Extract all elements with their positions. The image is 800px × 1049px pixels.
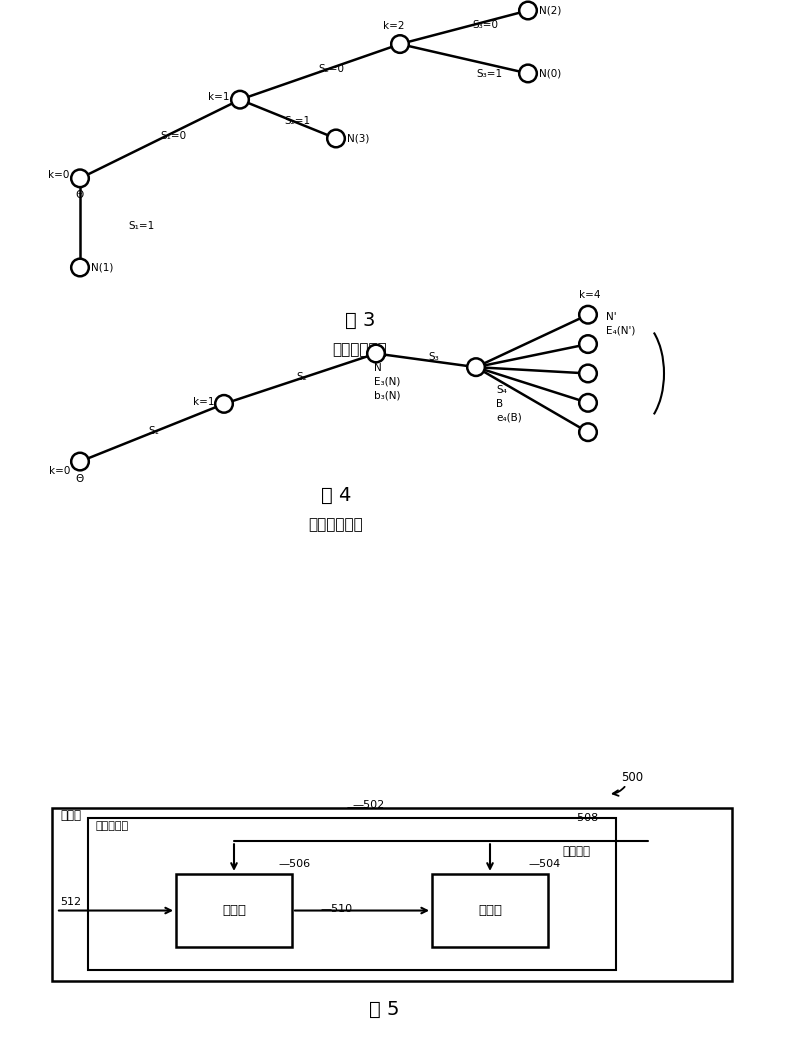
Text: k=0: k=0 <box>49 466 70 476</box>
Text: 第二级: 第二级 <box>222 904 246 917</box>
Text: k=0: k=0 <box>48 170 70 180</box>
Ellipse shape <box>71 259 89 276</box>
Text: 二级均衡器: 二级均衡器 <box>96 820 129 831</box>
Bar <box>52 808 732 981</box>
Text: —508: —508 <box>566 813 598 823</box>
Ellipse shape <box>519 2 537 19</box>
Text: e₄(B): e₄(B) <box>496 412 522 423</box>
Text: 第一级: 第一级 <box>478 904 502 917</box>
Ellipse shape <box>71 170 89 187</box>
Text: E₄(N'): E₄(N') <box>606 325 636 336</box>
Ellipse shape <box>579 336 597 352</box>
Bar <box>432 874 548 947</box>
Text: （现有技术）: （现有技术） <box>309 517 363 532</box>
Text: N': N' <box>606 312 617 322</box>
Text: N: N <box>374 363 382 373</box>
Text: S₁=0: S₁=0 <box>160 131 186 142</box>
Ellipse shape <box>231 91 249 108</box>
Text: S₂=1: S₂=1 <box>284 115 310 126</box>
Text: S₁: S₁ <box>148 426 159 436</box>
Text: N(1): N(1) <box>91 262 114 273</box>
Ellipse shape <box>71 453 89 470</box>
Ellipse shape <box>367 345 385 362</box>
Text: S₂=0: S₂=0 <box>318 64 345 74</box>
Text: k=1: k=1 <box>193 397 214 407</box>
Text: S₁=1: S₁=1 <box>128 220 154 231</box>
Text: 图 3: 图 3 <box>345 311 375 329</box>
Ellipse shape <box>467 359 485 376</box>
Ellipse shape <box>579 394 597 411</box>
Ellipse shape <box>327 130 345 147</box>
Text: k=1: k=1 <box>208 91 230 102</box>
Ellipse shape <box>519 65 537 82</box>
Text: S₃: S₃ <box>428 351 438 362</box>
Text: S₃=0: S₃=0 <box>472 20 498 30</box>
Text: —506: —506 <box>278 858 310 869</box>
Text: S₂: S₂ <box>296 371 306 382</box>
Ellipse shape <box>579 365 597 382</box>
Text: 图 4: 图 4 <box>321 486 351 505</box>
Text: S₃=1: S₃=1 <box>476 69 502 80</box>
Text: （现有技术）: （现有技术） <box>333 342 387 357</box>
Ellipse shape <box>579 306 597 323</box>
Text: —502: —502 <box>352 799 384 810</box>
Text: —510: —510 <box>320 903 352 914</box>
Text: Θ: Θ <box>76 190 84 200</box>
Text: Θ: Θ <box>76 473 84 484</box>
Text: 图 5: 图 5 <box>369 1000 399 1019</box>
Text: —504: —504 <box>528 858 560 869</box>
Text: N(2): N(2) <box>539 5 562 16</box>
Text: k=4: k=4 <box>579 290 600 300</box>
Text: 500: 500 <box>622 771 644 784</box>
Text: S₄: S₄ <box>496 385 507 395</box>
Bar <box>88 818 616 970</box>
Bar <box>176 874 292 947</box>
Text: N(0): N(0) <box>539 68 562 79</box>
Text: 接收信号: 接收信号 <box>562 845 590 858</box>
Ellipse shape <box>579 424 597 441</box>
Ellipse shape <box>215 395 233 412</box>
Ellipse shape <box>391 36 409 52</box>
Text: k=2: k=2 <box>383 21 404 31</box>
Text: 512: 512 <box>60 897 81 907</box>
Text: B: B <box>496 399 503 409</box>
Text: b₃(N): b₃(N) <box>374 390 401 401</box>
Text: 接收器: 接收器 <box>60 809 81 821</box>
Text: N(3): N(3) <box>347 133 370 144</box>
Text: E₃(N): E₃(N) <box>374 377 401 387</box>
